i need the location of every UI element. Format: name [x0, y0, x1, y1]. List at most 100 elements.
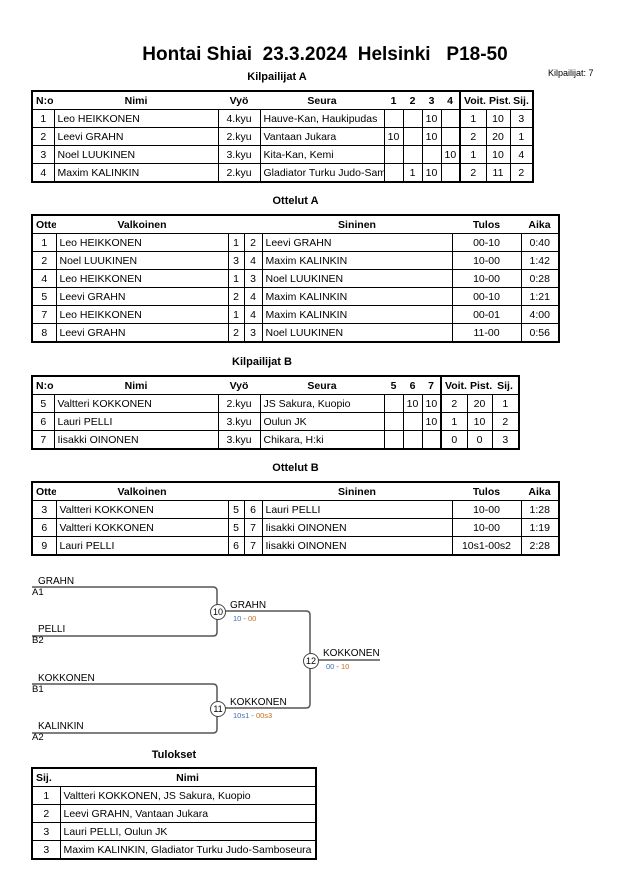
table-cell: Maxim KALINKIN: [261, 251, 453, 270]
table-cell: 3.kyu: [217, 145, 261, 164]
table-cell: Valtteri KOKKONEN: [55, 500, 229, 519]
table-row: 7 Leo HEIKKONEN 1 4 Maxim KALINKIN 00-01 4:00: [31, 305, 560, 324]
table-cell: Maxim KALINKIN: [53, 163, 219, 183]
table-cell: 3: [509, 109, 534, 128]
bracket-entry-name: KALINKIN: [38, 721, 84, 732]
matches-a-table: OtteluValkoinenSininenTulosAika1Leo HEIK…: [31, 214, 560, 343]
table-cell: 8: [31, 323, 57, 343]
table-cell: 11-00: [451, 323, 522, 343]
table-cell: Noel LUUKINEN: [55, 251, 229, 270]
table-row: 4 Maxim KALINKIN 2.kyu Gladiator Turku Judo…: [31, 163, 534, 183]
bracket-match-number: 11: [210, 701, 226, 717]
table-row: 1 Leo HEIKKONEN 4.kyu Hauve-Kan, Haukipudas…: [31, 109, 534, 128]
table-cell: Leevi GRAHN: [55, 323, 229, 343]
column-header: Aika: [521, 481, 559, 501]
table-cell: 00-01: [451, 305, 522, 324]
table-cell: 2: [31, 804, 61, 823]
column-header: Pist.: [486, 90, 510, 110]
table-cell: 0:56: [520, 323, 560, 343]
score-blue: 00: [248, 614, 257, 623]
table-cell: 3: [491, 430, 520, 450]
bracket-entry-name: KOKKONEN: [38, 673, 95, 684]
table-cell: 2.kyu: [217, 163, 261, 183]
bracket-match-number: 12: [303, 653, 319, 669]
table-cell: Maxim KALINKIN: [261, 305, 453, 324]
header-row: Sij. Nimi: [32, 767, 316, 787]
table-cell: Iisakki OINONEN: [53, 430, 219, 450]
score-white: 10: [233, 614, 242, 623]
table-cell: 6: [31, 412, 55, 431]
table-row: 2 Noel LUUKINEN 3 4 Maxim KALINKIN 10-00 1:42: [31, 251, 560, 270]
table-cell: Leo HEIKKONEN: [55, 305, 229, 324]
table-row: 3 Lauri PELLI, Oulun JK: [31, 822, 317, 841]
table-cell: 3: [31, 840, 61, 860]
bracket-match-score: 10 - 00: [233, 614, 257, 623]
table-row: 3 Valtteri KOKKONEN 5 6 Lauri PELLI 10-00 1:28: [31, 500, 560, 519]
bracket-entry-name: GRAHN: [38, 576, 75, 587]
table-cell: Lauri PELLI, Oulun JK: [59, 822, 317, 841]
bracket-entry-seed: B2: [32, 635, 44, 646]
table-cell: Oulun JK: [259, 412, 385, 431]
table-cell: 10: [466, 412, 493, 431]
table-cell: 10-00: [451, 518, 522, 537]
table-cell: 2: [459, 163, 487, 183]
table-row: 2 Leevi GRAHN, Vantaan Jukara: [31, 804, 317, 823]
table-row: 6 Valtteri KOKKONEN 5 7 Iisakki OINONEN 10-00…: [31, 518, 560, 537]
table-row: 2 Leevi GRAHN 2.kyu Vantaan Jukara 10 10 2 20 1: [31, 127, 534, 146]
column-header: N:o: [32, 375, 54, 395]
table-row: 7 Iisakki OINONEN 3.kyu Chikara, H:ki 0 0 3: [31, 430, 520, 450]
score-blue: 00s3: [255, 711, 273, 720]
table-cell: 00-10: [451, 233, 522, 252]
table-cell: 0:40: [520, 233, 560, 252]
table-cell: Maxim KALINKIN, Gladiator Turku Judo-Sam…: [59, 840, 317, 860]
pool-b-table: N:o Nimi Vyö Seura 5 6 7 Voit. Pist. Sij. 5 Valtter…: [31, 375, 520, 450]
table-cell: 3.kyu: [217, 412, 261, 431]
column-header: Pist.: [467, 375, 492, 395]
score-blue: 10: [341, 662, 350, 671]
bracket-match-winner: GRAHN: [230, 600, 267, 611]
bracket-match-winner: KOKKONEN: [230, 697, 287, 708]
column-header: Sij.: [510, 90, 533, 110]
table-cell: Leevi GRAHN: [53, 127, 219, 146]
bracket-match-score: 10s1 - 00s3: [233, 711, 273, 720]
results-title: Tulokset: [151, 749, 197, 761]
table-cell: Iisakki OINONEN: [261, 536, 453, 556]
page-title: Hontai Shiai 23.3.2024 Helsinki P18-50: [142, 44, 508, 65]
table-cell: 3: [31, 822, 61, 841]
matches-a-title: Ottelut A: [272, 195, 319, 207]
table-cell: Leo HEIKKONEN: [55, 269, 229, 288]
table-cell: Valtteri KOKKONEN: [55, 518, 229, 537]
table-row: 1 Valtteri KOKKONEN, JS Sakura, Kuopio: [31, 786, 317, 805]
column-header: Sij.: [32, 767, 60, 787]
table-cell: 10: [440, 145, 461, 164]
table-cell: Maxim KALINKIN: [261, 287, 453, 306]
table-cell: 2: [509, 163, 534, 183]
table-cell: Leevi GRAHN, Vantaan Jukara: [59, 804, 317, 823]
results-table: Sij. Nimi 1 Valtteri KOKKONEN, JS Sakura, K…: [31, 767, 317, 860]
table-cell: Lauri PELLI: [55, 536, 229, 556]
table-cell: 3.kyu: [217, 430, 261, 450]
header-row: N:o Nimi Vyö Seura 1 2 3 4 Voit. Pist. Sij.: [32, 90, 533, 110]
table-cell: 4:00: [520, 305, 560, 324]
bracket-entry-name: PELLI: [38, 624, 66, 635]
bracket-entry-seed: A2: [32, 732, 44, 743]
table-cell: 5: [227, 518, 245, 537]
table-cell: 4: [509, 145, 534, 164]
bracket-entry-seed: B1: [32, 684, 44, 695]
column-header: Nimi: [60, 767, 316, 787]
column-header: Ottelu: [32, 481, 56, 501]
table-cell: 10s1-00s2: [451, 536, 522, 556]
table-row: 3 Noel LUUKINEN 3.kyu Kita-Kan, Kemi 10 1 10 4: [31, 145, 534, 164]
table-row: 8 Leevi GRAHN 2 3 Noel LUUKINEN 11-00 0:56: [31, 323, 560, 343]
table-cell: Valtteri KOKKONEN, JS Sakura, Kuopio: [59, 786, 317, 805]
pool-a-title: Kilpailijat A: [247, 71, 307, 83]
table-cell: 1: [31, 786, 61, 805]
table-cell: Gladiator Turku Judo-Samboseura: [259, 163, 385, 183]
table-row: 6 Lauri PELLI 3.kyu Oulun JK 10 1 10 2: [31, 412, 520, 431]
table-cell: Vantaan Jukara: [259, 127, 385, 146]
score-white: 10s1: [233, 711, 250, 720]
header-row: N:o Nimi Vyö Seura 5 6 7 Voit. Pist. Sij.: [32, 375, 519, 395]
table-row: 9 Lauri PELLI 6 7 Iisakki OINONEN 10s1-00s2 2:…: [31, 536, 560, 556]
column-header: Valkoinen: [56, 214, 228, 234]
bracket-match-number: 10: [210, 604, 226, 620]
